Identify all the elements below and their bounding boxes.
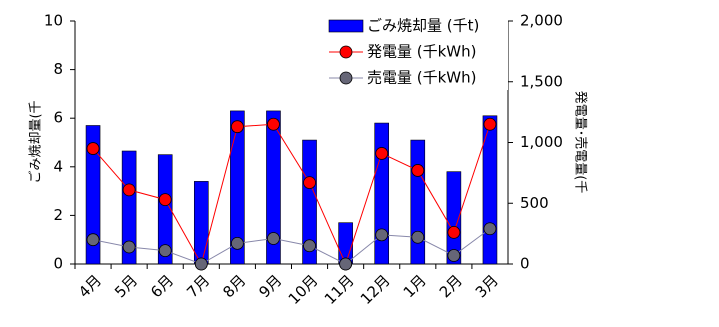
y2-tick-label: 2,000: [520, 12, 563, 30]
marker: [194, 257, 208, 271]
x-tick-label: 9月: [255, 271, 285, 301]
marker: [86, 233, 100, 247]
bar: [266, 110, 281, 265]
marker: [483, 222, 497, 236]
y2-tick-label: 500: [520, 194, 549, 212]
y2-axis-title: 発電量･売電量(千: [573, 91, 589, 194]
marker: [230, 236, 244, 250]
x-tick-label: 11月: [321, 271, 358, 308]
bar: [85, 125, 101, 265]
bar: [374, 122, 390, 265]
marker: [158, 193, 172, 207]
marker: [375, 228, 389, 242]
legend-swatch: [328, 19, 364, 33]
marker: [230, 120, 244, 134]
y2-tick-label: 1,000: [520, 133, 563, 151]
legend-label: ごみ焼却量 (千t): [367, 17, 479, 35]
legend-label: 発電量 (千kWh): [367, 43, 477, 61]
x-tick-label: 3月: [472, 271, 502, 301]
marker: [339, 257, 353, 271]
marker: [411, 230, 425, 244]
legend-marker: [339, 45, 353, 59]
y-tick-label: 10: [44, 12, 63, 30]
marker: [411, 164, 425, 177]
marker: [447, 226, 461, 239]
bar: [193, 181, 209, 265]
legend-marker: [339, 71, 353, 85]
marker: [303, 176, 316, 189]
y-tick-label: 0: [53, 255, 63, 273]
bar: [230, 110, 245, 265]
x-tick-label: 5月: [111, 271, 141, 301]
marker: [86, 142, 100, 155]
y-tick-label: 2: [53, 206, 63, 224]
y-tick-label: 6: [53, 109, 63, 127]
marker: [447, 249, 461, 262]
line: [92, 228, 491, 265]
y2-tick-label: 1,500: [520, 72, 563, 90]
x-tick-label: 1月: [400, 271, 430, 301]
marker: [267, 117, 280, 131]
bar: [302, 139, 317, 265]
bar: [446, 171, 462, 265]
bar: [410, 139, 426, 265]
x-tick-label: 2月: [436, 271, 466, 301]
x-tick-label: 6月: [147, 271, 177, 301]
x-tick-label: 12月: [357, 271, 394, 308]
x-tick-label: 10月: [285, 271, 322, 308]
bar: [157, 154, 173, 265]
y-tick-label: 4: [53, 157, 63, 175]
marker: [303, 239, 316, 253]
line: [92, 123, 491, 266]
x-tick-label: 8月: [219, 271, 249, 301]
marker: [122, 240, 136, 254]
x-tick-label: 4月: [75, 271, 105, 301]
marker: [267, 232, 280, 245]
marker: [158, 244, 172, 258]
x-tick-label: 7月: [183, 271, 213, 301]
legend-label: 売電量 (千kWh): [367, 69, 477, 87]
y-tick-label: 8: [53, 60, 63, 78]
marker: [483, 117, 497, 131]
bar: [121, 150, 137, 265]
marker: [122, 183, 136, 197]
y2-tick-label: 0: [520, 255, 530, 273]
marker: [375, 147, 389, 160]
y-axis-title: ごみ焼却量(千: [28, 100, 44, 183]
